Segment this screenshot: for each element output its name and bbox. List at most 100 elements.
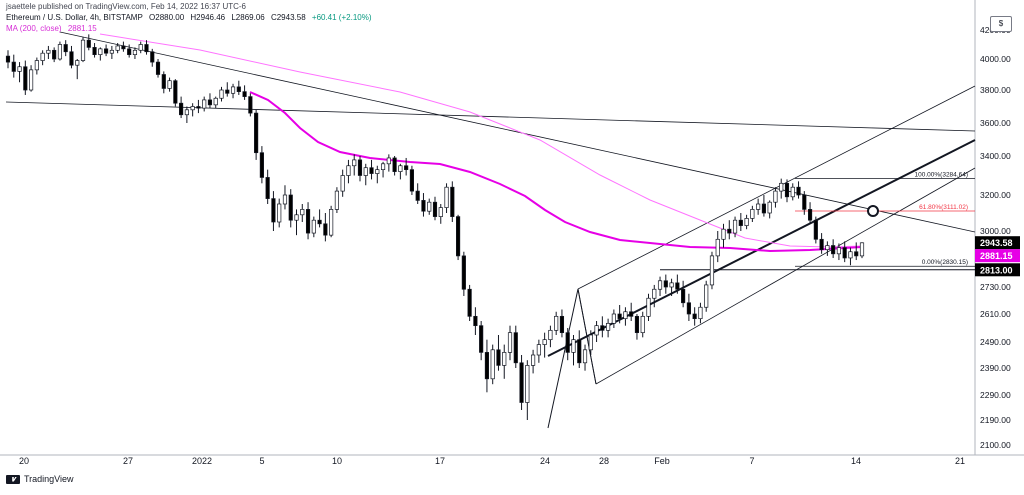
- candle: [756, 203, 761, 210]
- candle: [640, 315, 645, 334]
- candle: [571, 339, 576, 353]
- candle: [611, 313, 616, 324]
- candle: [161, 74, 166, 89]
- candle: [565, 332, 570, 353]
- candle: [669, 282, 674, 288]
- ohlc-legend: Ethereum / U.S. Dollar, 4h, BITSTAMP O28…: [6, 13, 376, 23]
- candle: [663, 280, 668, 288]
- candle: [409, 169, 414, 192]
- candle: [311, 219, 316, 234]
- candle: [34, 60, 39, 71]
- candle: [392, 157, 397, 172]
- candle: [507, 332, 513, 353]
- candle: [196, 106, 201, 109]
- candle: [542, 339, 547, 345]
- candle: [52, 49, 57, 60]
- price-tick-label: 4000.00: [980, 54, 1011, 64]
- candle: [744, 218, 749, 226]
- candle: [104, 48, 109, 54]
- price-tick-label: 3800.00: [980, 85, 1011, 95]
- price-tick-label: 3400.00: [980, 151, 1011, 161]
- candle: [346, 165, 351, 176]
- candle: [86, 39, 91, 48]
- publish-info: jsaettele published on TradingView.com, …: [6, 2, 246, 11]
- candle: [271, 198, 276, 223]
- candle: [594, 325, 599, 336]
- candle: [859, 242, 865, 257]
- ma-fast-line: [249, 91, 863, 253]
- candle: [404, 165, 409, 171]
- channel-lower-line: [595, 167, 976, 385]
- candle: [813, 219, 818, 240]
- price-badge-label: 2881.15: [980, 251, 1013, 261]
- candle: [300, 209, 305, 216]
- price-badge: [975, 249, 1020, 263]
- candle: [427, 201, 432, 212]
- ma-slow-line: [99, 33, 863, 248]
- candle: [854, 251, 859, 257]
- candle: [248, 96, 253, 114]
- candle: [380, 163, 386, 171]
- candle: [554, 315, 559, 331]
- candle: [513, 332, 518, 364]
- candle: [17, 66, 22, 72]
- candle: [836, 247, 842, 255]
- candle: [600, 325, 605, 331]
- candle: [606, 322, 611, 331]
- candle: [363, 167, 368, 176]
- candle: [784, 182, 790, 198]
- candle: [467, 288, 472, 317]
- candle: [352, 159, 357, 167]
- candle: [629, 311, 634, 317]
- candle: [138, 44, 143, 51]
- candle: [115, 45, 120, 51]
- price-tick-label: 3000.00: [980, 226, 1011, 236]
- candle: [173, 80, 178, 104]
- trendline-descending: [59, 31, 976, 233]
- candle: [69, 51, 74, 66]
- candle: [767, 201, 772, 214]
- candle: [438, 207, 443, 217]
- currency-button[interactable]: $: [990, 16, 1012, 32]
- candle: [484, 352, 490, 380]
- candle: [5, 55, 11, 63]
- candle: [317, 219, 322, 225]
- candle: [265, 177, 270, 199]
- candle: [692, 313, 697, 320]
- time-tick-label: 21: [955, 456, 965, 466]
- price-badge: [975, 236, 1020, 250]
- candle: [790, 186, 795, 198]
- candle: [92, 47, 97, 56]
- candle: [288, 194, 293, 221]
- fib-level-label: 0.00%(2830.15): [922, 259, 968, 266]
- candle: [531, 354, 536, 366]
- candle: [184, 109, 189, 116]
- ma-legend: MA (200, close) 2881.15: [6, 24, 101, 34]
- price-tick-label: 2610.00: [980, 309, 1011, 319]
- candle: [127, 48, 132, 55]
- candle: [738, 219, 743, 226]
- price-tick-label: 2290.00: [980, 390, 1011, 400]
- footer-brand: TradingView: [6, 474, 74, 484]
- candle: [750, 209, 755, 219]
- candle: [490, 349, 495, 380]
- price-tick-label: 2100.00: [980, 440, 1011, 450]
- candle: [779, 182, 784, 192]
- fib-level-label: 61.80%(3111.02): [919, 204, 968, 211]
- candle: [461, 255, 466, 290]
- channel-upper-line: [577, 85, 976, 290]
- candle: [23, 66, 28, 91]
- candle: [75, 60, 80, 66]
- candle: [398, 165, 403, 172]
- candle: [577, 339, 582, 364]
- candle: [421, 200, 426, 212]
- candle: [698, 306, 703, 320]
- price-tick-label: 3600.00: [980, 118, 1011, 128]
- candle: [479, 325, 484, 353]
- candle: [831, 245, 836, 255]
- target-marker: [867, 205, 879, 218]
- price-badge: [975, 263, 1020, 277]
- candle: [46, 49, 51, 54]
